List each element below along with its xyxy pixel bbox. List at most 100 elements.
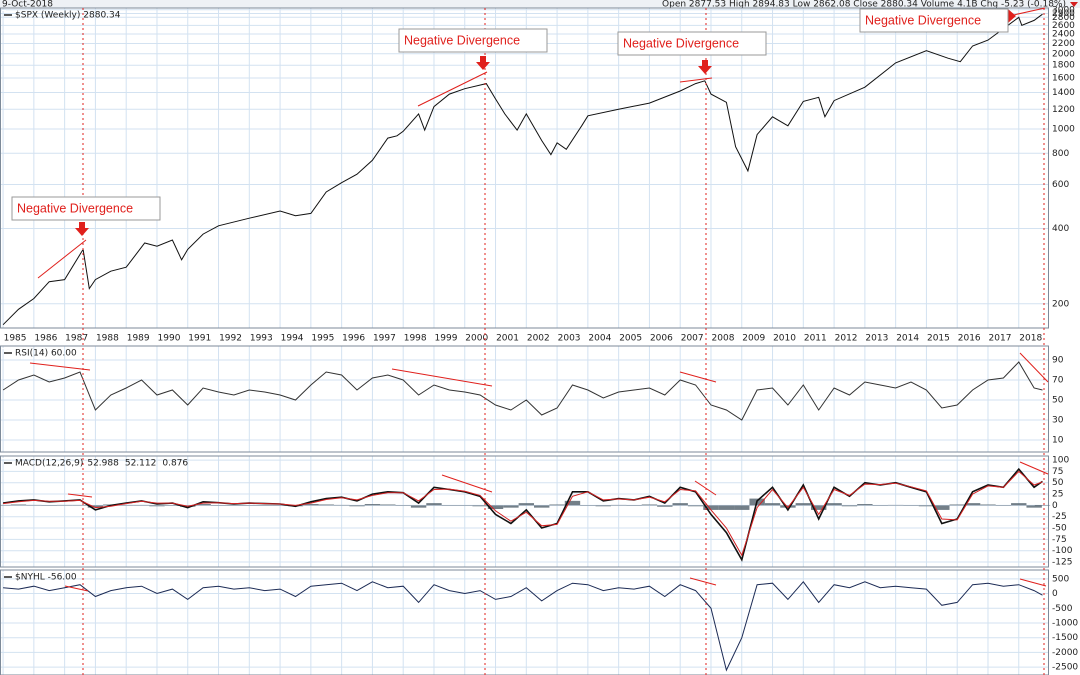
histogram-bar <box>503 505 519 508</box>
x-tick-label: 2013 <box>865 334 888 344</box>
histogram-bar <box>87 505 104 508</box>
histogram-bar <box>149 505 165 507</box>
histogram-bar <box>26 504 42 506</box>
histogram-bar <box>333 504 350 506</box>
histogram-bar <box>1026 505 1042 508</box>
arrow <box>476 56 490 70</box>
y-tick-label: 100 <box>1052 456 1069 466</box>
histogram-bar <box>734 505 750 510</box>
histogram-bar <box>364 504 381 506</box>
y-tick-label: 70 <box>1052 376 1064 386</box>
overlay <box>29 7 1049 675</box>
x-tick-label: 2002 <box>527 334 550 344</box>
annotation-box <box>617 31 767 56</box>
plot-layer: 1985 1986 1987 1988 1989 1990 1991 1992 1993 1994… <box>0 5 1078 675</box>
y-tick-label: 500 <box>1052 574 1069 584</box>
annotation: Negative Divergence <box>404 33 520 47</box>
histogram-bar <box>472 505 488 507</box>
y-tick-label: -2500 <box>1052 663 1078 673</box>
series-line <box>2 13 1043 326</box>
y-tick-label: -2000 <box>1052 648 1078 658</box>
trend-line <box>679 77 713 83</box>
trend-line <box>29 362 91 371</box>
y-tick-label: -500 <box>1052 604 1073 614</box>
x-tick-label: 1999 <box>435 334 458 344</box>
panel-border <box>0 455 1049 568</box>
x-tick-label: 2016 <box>958 334 981 344</box>
annotation: Negative Divergence <box>17 201 133 215</box>
histogram-bar <box>210 505 227 506</box>
x-tick-label: 2003 <box>558 334 581 344</box>
histogram-bar <box>118 504 134 506</box>
x-tick-label: 2005 <box>619 334 642 344</box>
x-tick-label: 1996 <box>342 334 365 344</box>
histogram-bar <box>580 505 596 506</box>
histogram-bar <box>964 503 981 506</box>
title-bg <box>2 572 6 573</box>
title-bg <box>2 458 6 459</box>
y-tick-label: 50 <box>1052 478 1064 488</box>
y-tick-label: 30 <box>1052 416 1064 426</box>
histogram-bar <box>10 504 27 506</box>
histogram-bar <box>641 504 658 506</box>
y-tick-label: 2200 <box>1052 39 1075 49</box>
x-tick-label: 1989 <box>127 334 150 344</box>
x-tick-label: 2006 <box>650 334 673 344</box>
histogram-bar <box>610 504 627 506</box>
y-tick-label: 600 <box>1052 180 1069 190</box>
legend-entry: 52.112 <box>125 459 157 469</box>
histogram-bar <box>903 505 919 506</box>
histogram-bar <box>949 504 965 506</box>
y-tick-label: -1000 <box>1052 618 1078 628</box>
histogram-bar <box>164 505 181 506</box>
histogram-bar <box>549 504 565 506</box>
histogram-bar <box>195 504 211 506</box>
y-tick-label: -75 <box>1052 535 1067 545</box>
histogram-bar <box>133 504 150 506</box>
arrows <box>75 9 1016 236</box>
histogram-bar <box>241 505 257 506</box>
x-tick-label: 1995 <box>311 334 334 344</box>
histogram-bar <box>857 504 873 506</box>
trend-line <box>679 371 717 383</box>
panel-title: $NYHL -56.00 <box>15 573 77 583</box>
histogram-bar <box>518 503 535 506</box>
y-tick-label: 400 <box>1052 224 1069 234</box>
annotation-box <box>11 196 161 221</box>
arrow <box>698 60 712 74</box>
histogram-bar <box>795 503 812 506</box>
trend-line <box>441 474 493 493</box>
panel-border <box>0 7 1049 329</box>
histogram-bar <box>887 504 904 506</box>
y-tick-label: 1600 <box>1052 74 1075 84</box>
histogram-bar <box>41 505 57 506</box>
x-tick-label: 2012 <box>835 334 858 344</box>
x-tick-label: 1991 <box>188 334 211 344</box>
histogram-bar <box>764 503 781 506</box>
histogram-bar <box>349 505 365 507</box>
series-line <box>2 361 1043 421</box>
panel-title: MACD(12,26,9) <box>15 459 83 469</box>
x-tick-label: 1992 <box>219 334 242 344</box>
header-bar <box>0 0 1080 8</box>
histogram-bar <box>564 500 581 506</box>
y-tick-label: 2800 <box>1052 13 1075 23</box>
panel-border <box>0 345 1049 453</box>
legend-entry: 0.876 <box>162 459 188 469</box>
histogram-bar <box>272 505 288 506</box>
legend-entry: 52.988 <box>87 459 119 469</box>
x-tick-label: 2001 <box>496 334 519 344</box>
date: 9-Oct-2018 <box>2 0 53 10</box>
histogram-bar <box>657 505 673 507</box>
x-tick-label: 2008 <box>712 334 735 344</box>
menu-arrow[interactable] <box>1070 2 1078 7</box>
trend-line <box>67 493 93 498</box>
y-tick-label: 3000 <box>1052 5 1075 15</box>
y-tick-label: 2600 <box>1052 21 1075 31</box>
histogram-bar <box>226 505 242 506</box>
x-tick-label: 2000 <box>465 334 488 344</box>
y-tick-label: 90 <box>1052 356 1064 366</box>
y-tick-label: -125 <box>1052 558 1072 568</box>
histogram-bar <box>534 505 550 508</box>
